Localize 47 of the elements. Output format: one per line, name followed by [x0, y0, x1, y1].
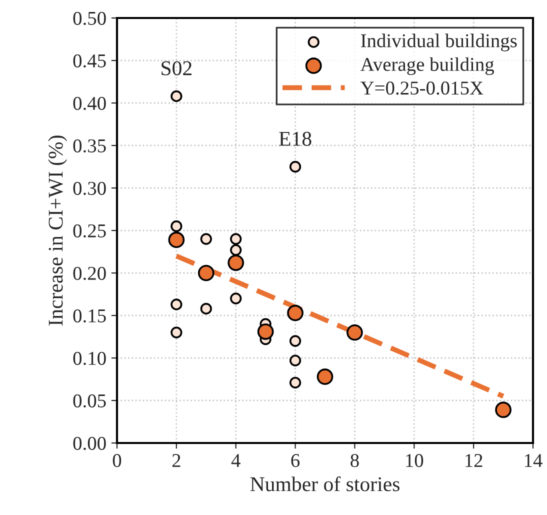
x-tick-label: 0	[112, 454, 122, 468]
y-tick-label: 0.50	[73, 12, 106, 26]
point	[170, 298, 182, 310]
point	[289, 354, 302, 366]
y-tick-label: 0.30	[73, 182, 106, 196]
legend-label: Individual buildings	[360, 34, 517, 52]
point	[289, 335, 302, 347]
x-tick-label: 2	[172, 454, 180, 467]
y-tick-label: 0.35	[73, 139, 106, 153]
point	[230, 233, 242, 245]
y-tick-label: 0.05	[73, 394, 106, 408]
legend-label: Y=0.25-0.015X	[360, 82, 484, 95]
point	[316, 368, 334, 385]
legend-label: Average building	[360, 57, 494, 76]
point	[170, 220, 182, 232]
annotation: S02	[162, 61, 192, 76]
y-tick-label: 0.45	[73, 54, 106, 68]
x-tick-label: 8	[350, 454, 359, 468]
x-axis-title: Number of stories	[250, 476, 400, 492]
point	[230, 292, 242, 304]
point	[200, 302, 212, 315]
y-tick-label: 0.20	[73, 266, 106, 280]
x-tick-label: 14	[524, 454, 542, 467]
y-tick-label: 0.15	[73, 309, 106, 323]
point	[257, 323, 274, 340]
point	[289, 376, 302, 388]
annotation: E18	[279, 132, 312, 146]
y-tick-label: 0.25	[73, 224, 106, 238]
point	[289, 160, 302, 173]
y-tick-label: 0.10	[73, 352, 106, 366]
point	[198, 264, 214, 282]
y-tick-label: 0.40	[73, 96, 106, 110]
point	[230, 244, 242, 256]
x-tick-label: 12	[466, 454, 482, 467]
point	[287, 304, 304, 322]
point	[170, 326, 182, 338]
point	[346, 324, 363, 341]
y-tick-label: 0.00	[73, 436, 106, 450]
point	[170, 90, 182, 102]
point	[200, 233, 212, 245]
x-tick-label: 6	[291, 454, 300, 468]
point	[495, 402, 512, 418]
x-tick-label: 4	[231, 454, 240, 467]
point	[228, 254, 244, 271]
y-axis-title: Increase in CI+WI (%)	[48, 136, 67, 326]
point	[168, 232, 185, 248]
x-tick-label: 10	[406, 454, 424, 468]
